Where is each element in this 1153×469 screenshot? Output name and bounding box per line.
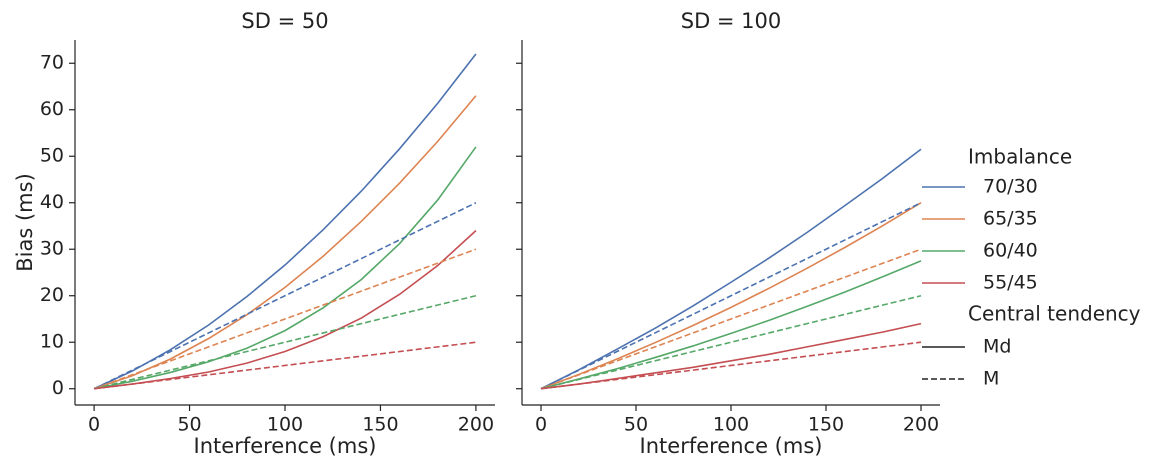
x-tick-label: 50 <box>624 414 648 436</box>
y-tick-label: 50 <box>40 145 64 167</box>
y-tick-label: 0 <box>52 377 64 399</box>
x-tick-label: 200 <box>903 414 939 436</box>
y-tick-label: 70 <box>40 52 64 74</box>
x-tick-label: 200 <box>458 414 494 436</box>
x-tick-label: 100 <box>713 414 749 436</box>
series-line <box>540 260 922 390</box>
y-tick-label: 20 <box>40 284 64 306</box>
series-line <box>540 248 922 390</box>
y-tick-label: 40 <box>40 191 64 213</box>
legend-label: Md <box>983 336 1011 358</box>
x-tick-label: 0 <box>535 414 547 436</box>
legend-title: Central tendency <box>968 302 1141 326</box>
series-line <box>93 248 477 390</box>
series-line <box>93 341 477 390</box>
series-line <box>540 202 922 390</box>
series-line <box>93 294 477 390</box>
series-line <box>540 202 922 390</box>
y-tick-label: 60 <box>40 98 64 120</box>
x-tick-label: 50 <box>177 414 201 436</box>
legend-label: 65/35 <box>983 208 1038 230</box>
x-axis-label: Interference (ms) <box>194 434 377 458</box>
legend-label: 55/45 <box>983 272 1038 294</box>
chart-title: SD = 50 <box>241 9 328 33</box>
series-line <box>540 148 922 390</box>
x-tick-label: 100 <box>267 414 303 436</box>
x-tick-label: 0 <box>88 414 100 436</box>
series-line <box>540 341 922 390</box>
legend-label: 60/40 <box>983 240 1038 262</box>
x-tick-label: 150 <box>808 414 844 436</box>
chart-title: SD = 100 <box>681 9 782 33</box>
x-tick-label: 150 <box>362 414 398 436</box>
y-tick-label: 10 <box>40 331 64 353</box>
y-axis-label: Bias (ms) <box>13 173 37 272</box>
series-line <box>93 95 477 390</box>
series-line <box>93 53 477 390</box>
series-line <box>93 202 477 390</box>
x-axis-label: Interference (ms) <box>640 434 823 458</box>
y-tick-label: 30 <box>40 238 64 260</box>
legend-label: 70/30 <box>983 176 1038 198</box>
series-line <box>93 146 477 390</box>
series-line <box>540 294 922 390</box>
legend-title: Imbalance <box>968 145 1072 169</box>
legend-label: M <box>983 368 999 390</box>
